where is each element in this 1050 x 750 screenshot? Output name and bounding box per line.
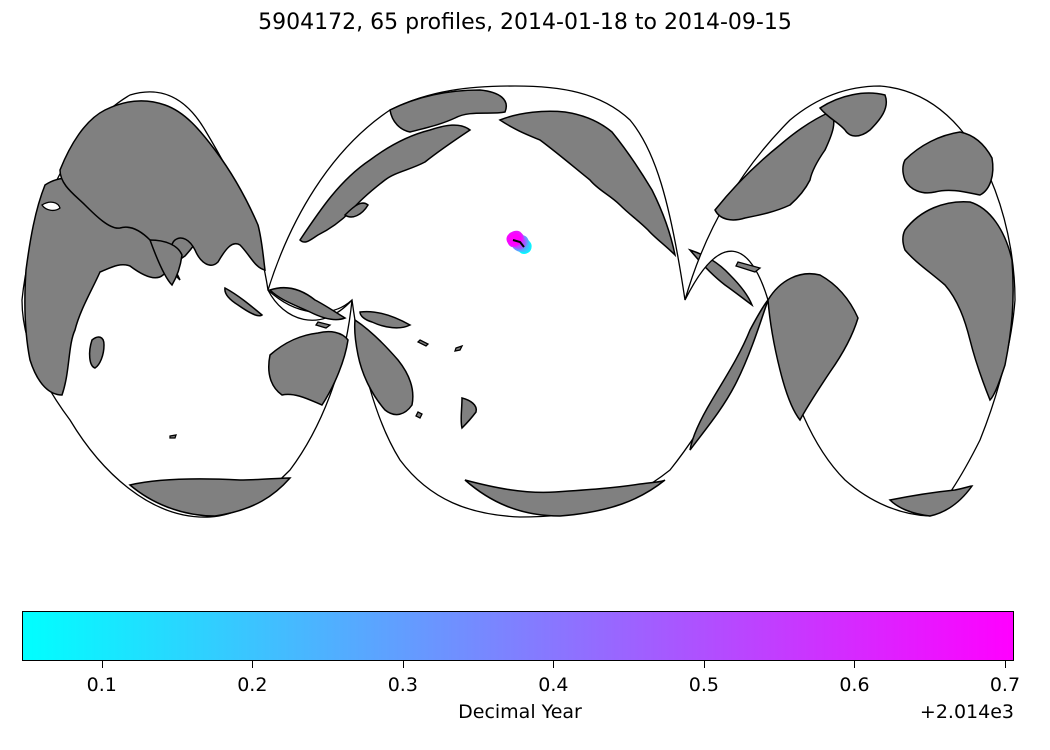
- colorbar-tick-label: 0.2: [237, 674, 268, 696]
- float-track: [506, 230, 532, 254]
- colorbar-tick: [553, 661, 555, 668]
- colorbar-tick-label: 0.6: [839, 674, 870, 696]
- land-caribbean: [735, 261, 762, 273]
- profile-point: [509, 233, 522, 246]
- land-small-island: [415, 411, 423, 419]
- land-eurasia-north: [59, 100, 266, 281]
- colorbar-offset-text: +2.014e3: [919, 701, 1014, 723]
- land-india: [148, 239, 183, 287]
- land-siberia: [389, 89, 507, 133]
- land-north-america-east: [714, 111, 835, 221]
- land-australia-east: [353, 318, 414, 416]
- land-madagascar: [88, 336, 105, 369]
- colorbar-tick-label: 0.7: [989, 674, 1021, 696]
- colorbar-label: Decimal Year: [458, 701, 582, 723]
- land-antarctica-west: [128, 477, 292, 517]
- land-small-island: [41, 201, 61, 212]
- map-title: 5904172, 65 profiles, 2014-01-18 to 2014…: [258, 10, 792, 35]
- map-lobe-atlantic: [684, 85, 1016, 517]
- colorbar-tick: [854, 661, 856, 668]
- colorbar-tick-label: 0.1: [86, 674, 117, 696]
- colorbar-tick: [1004, 661, 1006, 668]
- land-small-island: [416, 339, 430, 347]
- land-indonesia: [268, 287, 347, 321]
- colorbar-tick-label: 0.3: [387, 674, 418, 696]
- lobe-outline: [267, 85, 770, 518]
- map-lobe-eurasia: [21, 91, 353, 518]
- map-lobe-pacific: [267, 85, 770, 518]
- colorbar-tick: [402, 661, 404, 668]
- land-south-america-east: [767, 273, 859, 422]
- land-japan: [343, 202, 369, 218]
- land-europe: [902, 131, 994, 196]
- land-small-island: [454, 344, 464, 352]
- land-new-guinea: [359, 310, 412, 329]
- colorbar-tick: [703, 661, 705, 668]
- land-small-island: [314, 321, 332, 329]
- land-south-america-west: [689, 299, 769, 451]
- land-east-asia: [299, 124, 472, 243]
- colorbar-tick-label: 0.4: [538, 674, 569, 696]
- land-alaska: [498, 110, 677, 258]
- land-antarctica-east: [888, 485, 974, 517]
- colorbar-tick: [101, 661, 103, 668]
- world-map: [21, 85, 1016, 518]
- colorbar-tick-label: 0.5: [688, 674, 719, 696]
- colorbar: [22, 611, 1014, 661]
- land-antarctica-central: [464, 479, 666, 517]
- land-africa-atlantic: [902, 201, 1014, 402]
- land-greenland: [818, 92, 887, 137]
- colorbar-tick: [252, 661, 254, 668]
- land-australia-west: [268, 330, 349, 406]
- float-track-line: [512, 239, 525, 248]
- land-sumatra: [224, 286, 264, 317]
- land-new-zealand: [460, 397, 478, 430]
- land-small-island: [169, 434, 177, 439]
